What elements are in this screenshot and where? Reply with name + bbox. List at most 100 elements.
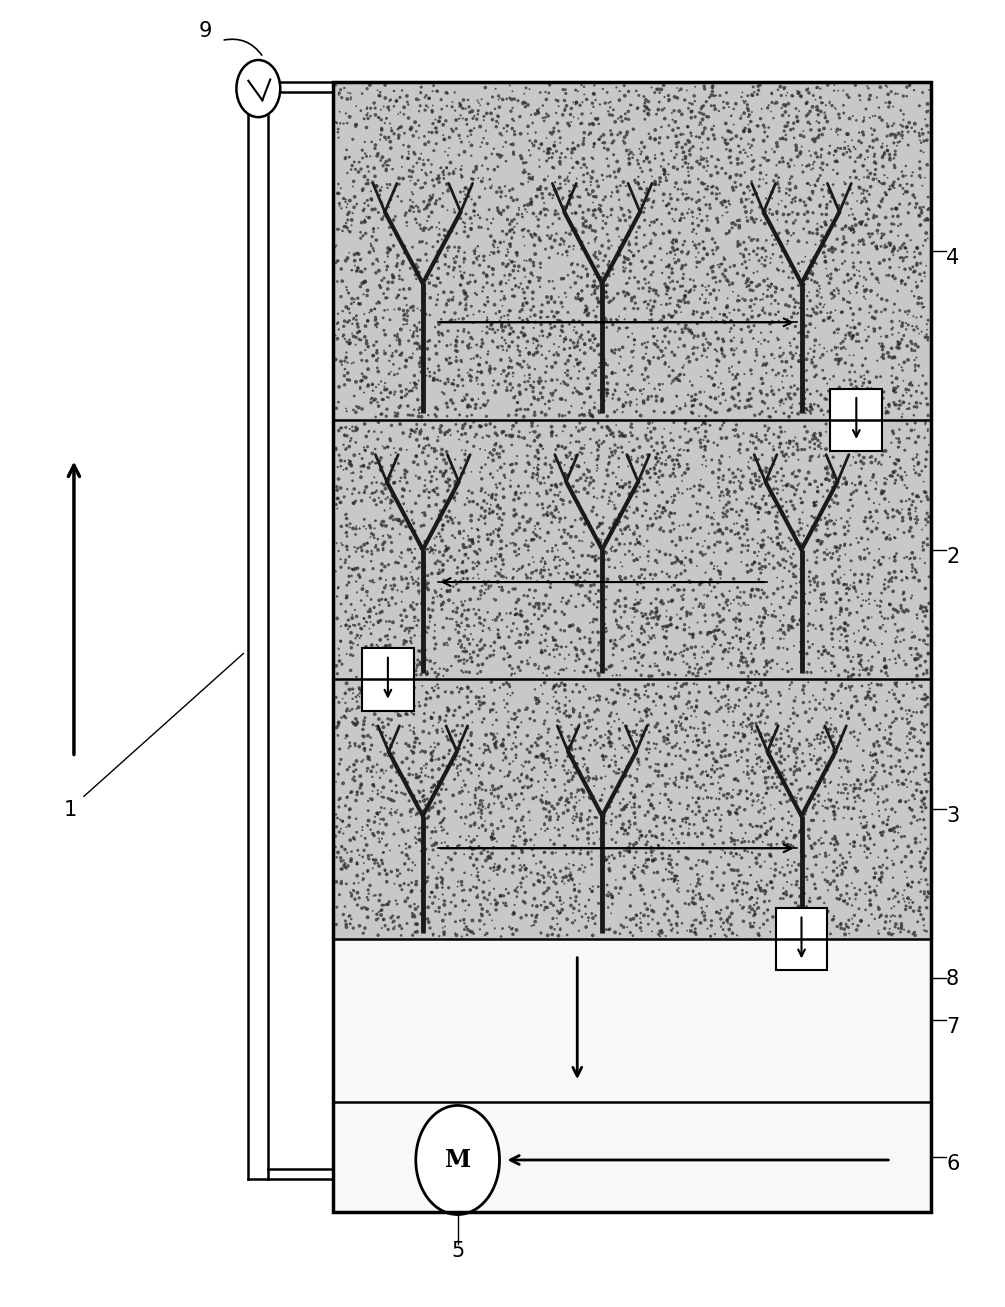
Point: [369, 350, 385, 371]
Point: [721, 783, 737, 804]
Point: [377, 74, 393, 95]
Point: [892, 214, 909, 235]
Point: [775, 128, 791, 149]
Point: [633, 623, 649, 644]
Point: [751, 569, 767, 589]
Point: [412, 423, 428, 444]
Point: [835, 720, 851, 741]
Point: [536, 778, 552, 799]
Point: [825, 685, 841, 706]
Point: [712, 532, 728, 553]
Point: [819, 719, 835, 740]
Point: [743, 609, 759, 630]
Point: [528, 687, 544, 708]
Point: [736, 593, 752, 614]
Point: [381, 149, 397, 170]
Point: [410, 610, 426, 631]
Point: [835, 439, 851, 460]
Point: [375, 435, 391, 456]
Point: [871, 170, 887, 191]
Point: [638, 89, 654, 110]
Point: [862, 176, 878, 197]
Point: [876, 142, 892, 163]
Point: [680, 153, 696, 174]
Point: [410, 897, 426, 918]
Point: [529, 468, 545, 489]
Point: [591, 689, 607, 710]
Point: [607, 342, 623, 363]
Point: [850, 646, 866, 667]
Point: [912, 264, 928, 285]
Point: [350, 323, 366, 344]
Point: [374, 473, 390, 494]
Point: [790, 111, 806, 132]
Point: [434, 812, 450, 833]
Point: [394, 148, 410, 169]
Point: [672, 371, 688, 392]
Point: [857, 806, 873, 827]
Point: [806, 729, 822, 750]
Point: [710, 876, 726, 897]
Point: [594, 831, 610, 852]
Point: [738, 678, 754, 699]
Point: [785, 268, 801, 289]
Point: [396, 769, 412, 789]
Point: [371, 902, 387, 923]
Point: [545, 770, 561, 791]
Point: [805, 129, 821, 150]
Point: [680, 346, 696, 367]
Point: [455, 252, 471, 273]
Point: [620, 741, 636, 762]
Point: [660, 647, 676, 668]
Point: [462, 120, 478, 141]
Point: [493, 315, 510, 336]
Point: [787, 187, 803, 208]
Point: [479, 901, 495, 921]
Point: [516, 350, 532, 371]
Point: [910, 238, 926, 259]
Point: [856, 540, 872, 561]
Point: [406, 400, 422, 421]
Point: [360, 156, 376, 176]
Point: [639, 519, 655, 540]
Point: [390, 510, 406, 531]
Point: [612, 426, 628, 447]
Point: [343, 882, 359, 903]
Point: [661, 861, 677, 882]
Point: [579, 89, 595, 110]
Point: [820, 880, 836, 901]
Point: [682, 281, 698, 302]
Point: [481, 361, 497, 382]
Point: [714, 746, 730, 767]
Point: [827, 216, 843, 237]
Point: [873, 137, 889, 158]
Point: [660, 277, 676, 298]
Point: [398, 350, 414, 371]
Point: [873, 454, 889, 474]
Point: [485, 523, 501, 544]
Point: [864, 767, 880, 788]
Point: [496, 648, 513, 669]
Point: [705, 78, 721, 99]
Point: [404, 161, 420, 182]
Point: [628, 227, 644, 248]
Point: [759, 650, 775, 670]
Point: [895, 166, 912, 187]
Point: [570, 829, 586, 850]
Point: [598, 379, 614, 400]
Point: [914, 460, 930, 481]
Point: [370, 203, 386, 223]
Point: [423, 750, 439, 771]
Point: [602, 731, 618, 752]
Point: [415, 389, 431, 410]
Point: [822, 457, 838, 478]
Point: [342, 451, 358, 472]
Point: [399, 148, 415, 169]
Point: [455, 550, 471, 571]
Point: [483, 213, 499, 234]
Point: [401, 331, 417, 352]
Point: [753, 724, 769, 745]
Point: [827, 150, 843, 171]
Point: [681, 661, 697, 682]
Point: [386, 365, 402, 386]
